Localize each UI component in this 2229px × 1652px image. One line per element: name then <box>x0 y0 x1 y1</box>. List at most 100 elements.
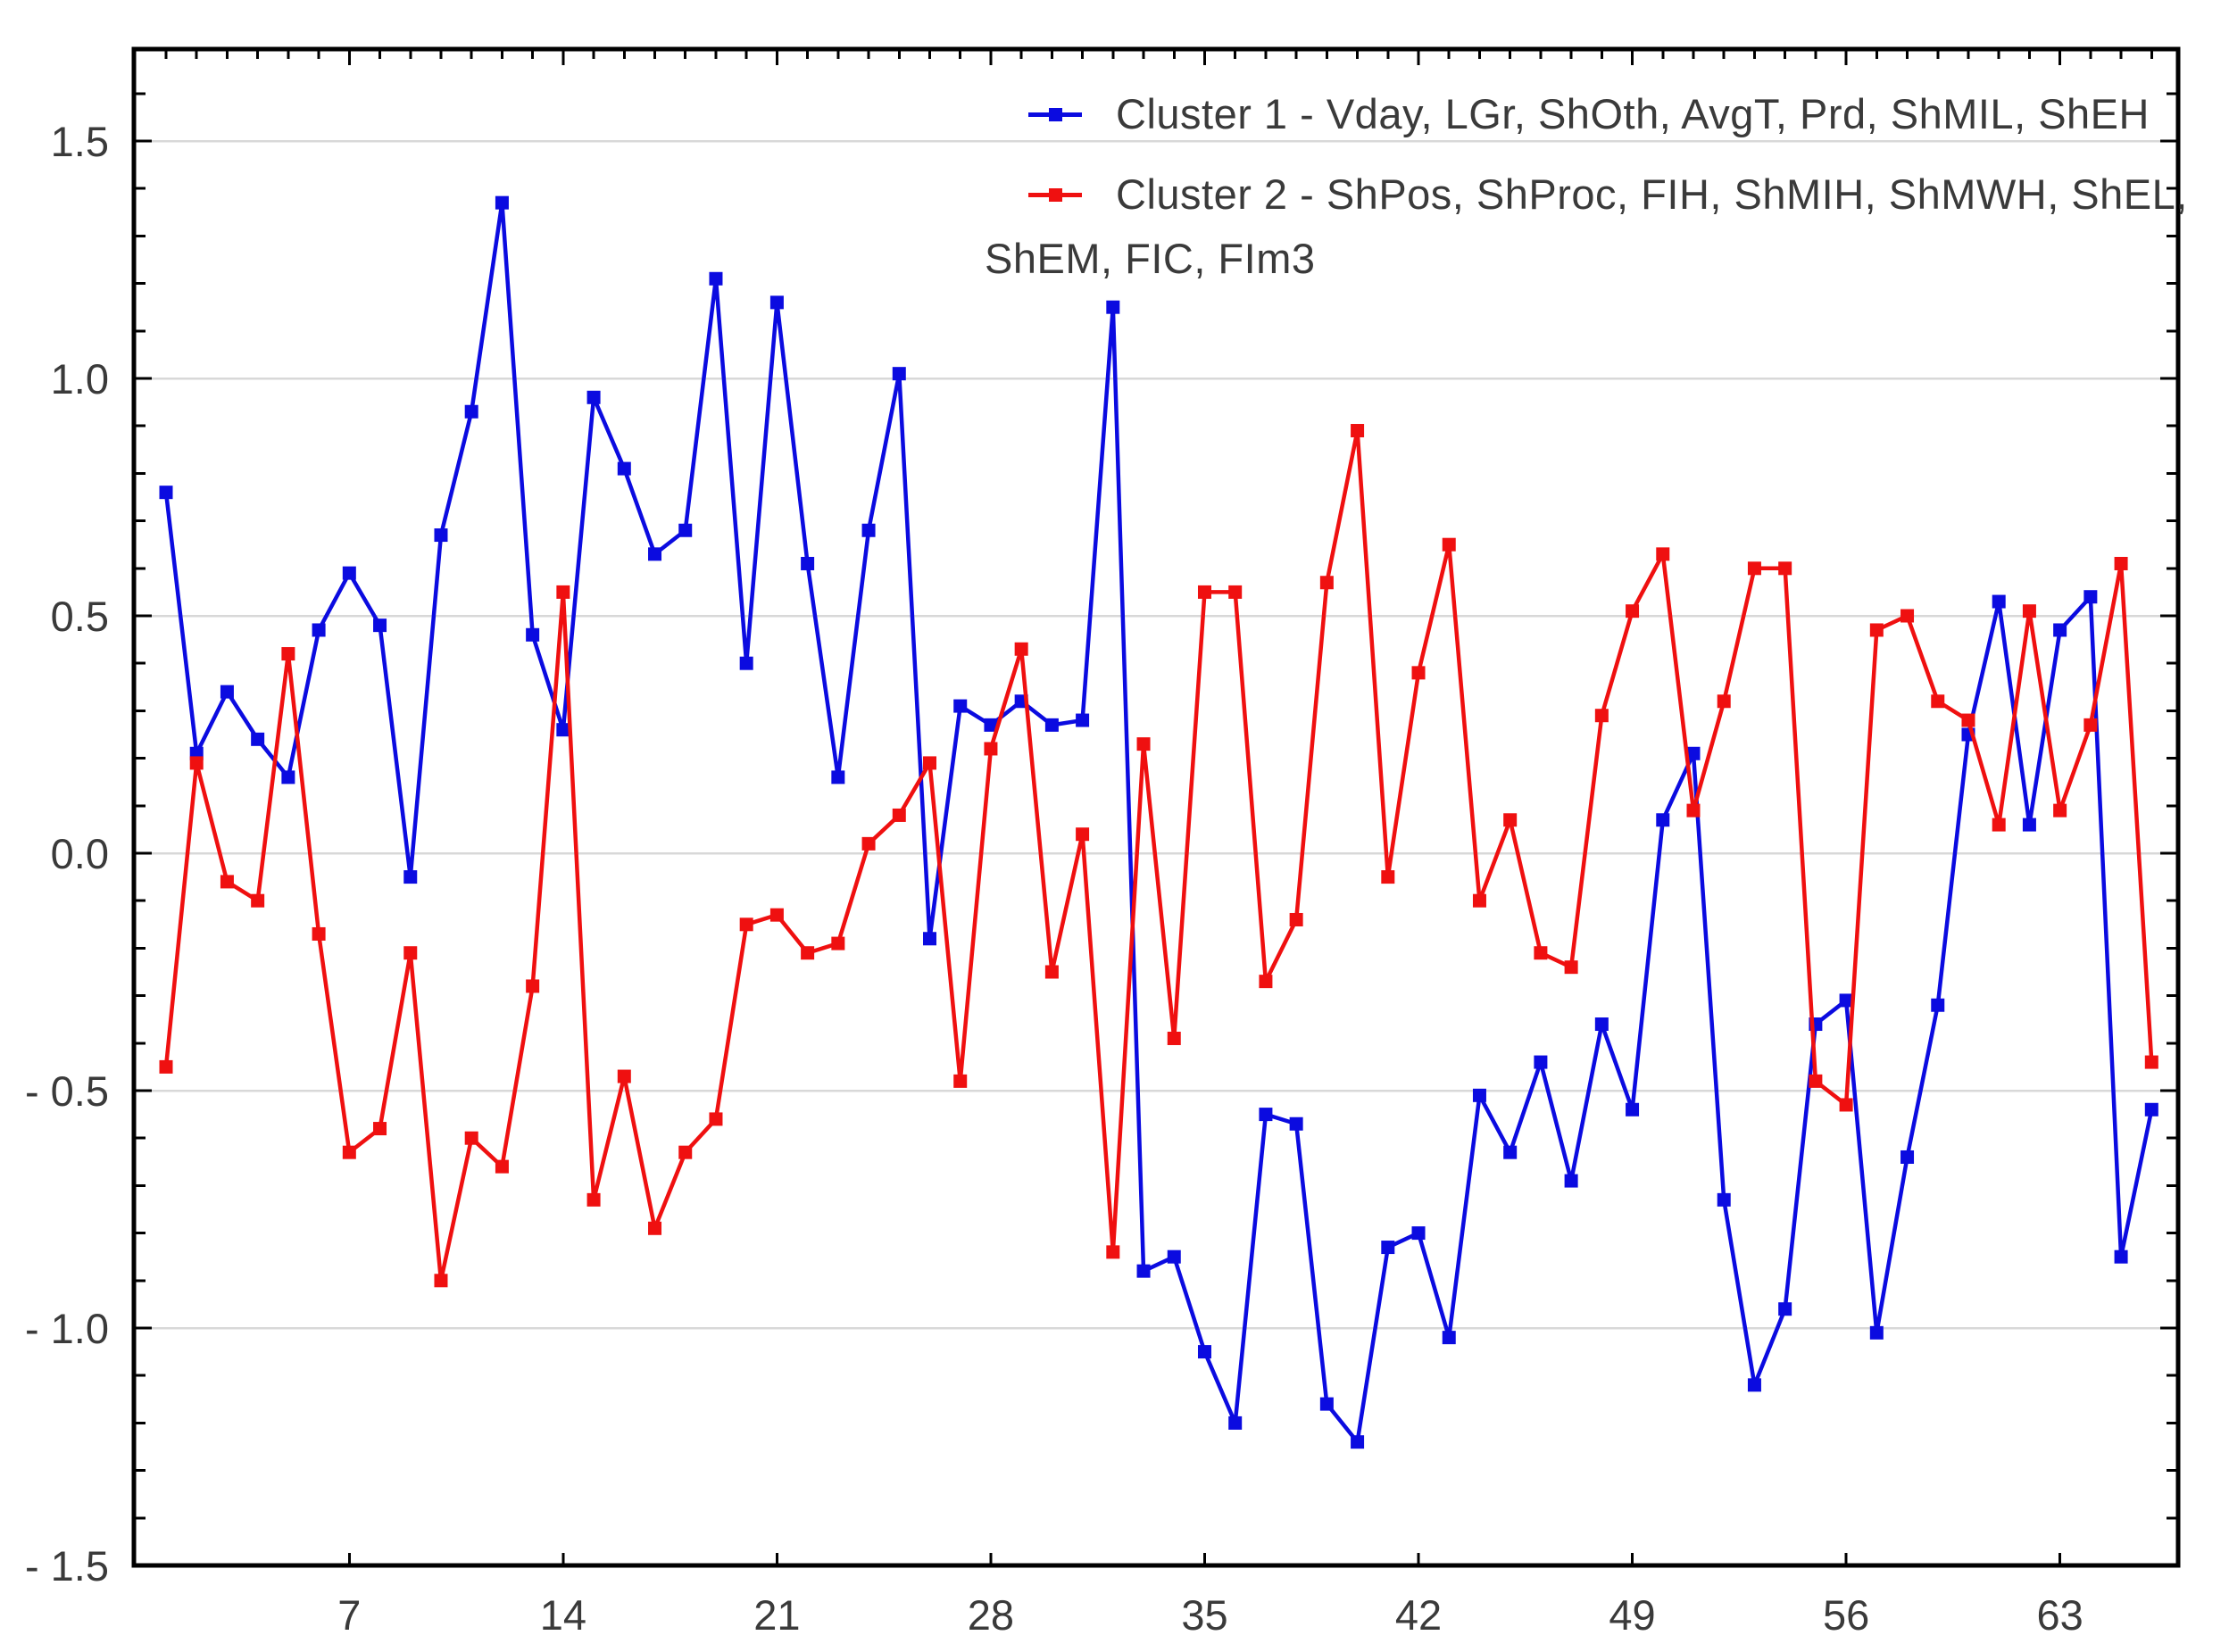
data-point-marker <box>2022 818 2036 832</box>
data-point-marker <box>526 979 540 993</box>
data-point-marker <box>1594 1017 1609 1032</box>
data-point-marker <box>648 547 662 561</box>
data-point-marker <box>342 566 356 580</box>
x-axis-tick-label: 49 <box>1609 1591 1655 1639</box>
data-point-marker <box>1503 813 1518 827</box>
data-point-marker <box>403 870 418 884</box>
y-axis-tick-label: - 0.5 <box>25 1067 109 1115</box>
data-point-marker <box>1686 803 1701 818</box>
data-point-marker <box>281 647 295 661</box>
data-point-marker <box>1626 604 1640 618</box>
data-point-marker <box>1106 300 1120 314</box>
data-point-marker <box>1472 893 1486 908</box>
data-point-marker <box>2144 1055 2158 1069</box>
data-point-marker <box>495 195 509 210</box>
x-axis-tick-label: 7 <box>337 1591 361 1639</box>
data-point-marker <box>342 1145 356 1159</box>
x-axis-tick-label: 63 <box>2036 1591 2083 1639</box>
data-point-marker <box>1503 1145 1518 1159</box>
y-axis-tick-label: 1.5 <box>51 118 109 165</box>
plot-border <box>131 46 2181 1568</box>
data-point-marker <box>923 932 936 946</box>
data-point-marker <box>739 656 753 670</box>
x-axis-tick-label: 35 <box>1181 1591 1227 1639</box>
data-point-marker <box>1931 694 1945 709</box>
data-point-marker <box>2144 1102 2158 1117</box>
data-point-marker <box>2022 604 2036 618</box>
data-point-marker <box>2053 623 2067 637</box>
data-point-marker <box>1136 1264 1151 1278</box>
data-point-marker <box>1626 1102 1640 1117</box>
data-point-marker <box>312 926 326 941</box>
data-point-marker <box>1381 870 1395 884</box>
series-cluster-2 <box>159 424 2158 1288</box>
data-point-marker <box>1869 1325 1884 1340</box>
data-point-marker <box>1442 1331 1456 1345</box>
data-point-marker <box>1656 813 1670 827</box>
data-point-marker <box>769 908 784 922</box>
data-point-marker <box>464 1131 478 1145</box>
data-point-marker <box>373 1122 387 1136</box>
data-point-marker <box>189 756 204 770</box>
data-point-marker <box>1197 1345 1211 1359</box>
data-point-marker <box>556 585 570 599</box>
data-point-marker <box>1076 827 1090 842</box>
data-point-marker <box>1259 1108 1273 1122</box>
data-point-marker <box>1228 1415 1243 1430</box>
data-point-marker <box>403 946 418 960</box>
x-axis-tick-label: 14 <box>540 1591 586 1639</box>
y-axis-tick-label: - 1.0 <box>25 1305 109 1352</box>
data-point-marker <box>1442 537 1456 552</box>
data-point-marker <box>251 893 265 908</box>
data-point-marker <box>281 770 295 784</box>
data-point-marker <box>1289 1117 1303 1131</box>
data-point-marker <box>1351 1435 1365 1449</box>
data-point-marker <box>892 367 906 381</box>
data-point-marker <box>648 1221 662 1235</box>
data-point-marker <box>769 295 784 310</box>
data-point-marker <box>678 523 693 537</box>
data-point-marker <box>1044 965 1059 979</box>
data-point-marker <box>1747 1378 1761 1392</box>
x-axis-tick-label: 21 <box>753 1591 800 1639</box>
data-point-marker <box>953 699 968 713</box>
data-point-marker <box>1869 623 1884 637</box>
data-point-marker <box>984 718 998 732</box>
data-point-marker <box>1594 709 1609 723</box>
data-point-marker <box>1778 561 1792 576</box>
data-point-marker <box>1778 1302 1792 1316</box>
data-point-marker <box>923 756 936 770</box>
data-point-marker <box>892 808 906 822</box>
data-point-marker <box>1564 1174 1578 1188</box>
data-point-marker <box>1411 1226 1426 1241</box>
data-point-marker <box>678 1145 693 1159</box>
data-point-marker <box>1534 1055 1548 1069</box>
data-point-marker <box>2114 556 2128 570</box>
data-point-marker <box>801 556 815 570</box>
x-axis-tick-label: 56 <box>1823 1591 1869 1639</box>
data-point-marker <box>709 1112 723 1126</box>
data-point-marker <box>159 486 173 500</box>
y-axis-tick-label: - 1.5 <box>25 1542 109 1590</box>
data-point-marker <box>1136 737 1151 751</box>
data-point-marker <box>2083 718 2098 732</box>
axes <box>131 46 2181 1568</box>
data-point-marker <box>1259 975 1273 989</box>
data-point-marker <box>1228 585 1243 599</box>
x-axis-tick-label: 28 <box>968 1591 1014 1639</box>
data-point-marker <box>1717 694 1731 709</box>
x-axis-tick-label: 42 <box>1395 1591 1442 1639</box>
data-point-marker <box>1656 547 1670 561</box>
axis-ticks <box>134 49 2178 1565</box>
data-point-marker <box>1167 1249 1181 1264</box>
data-point-marker <box>617 1069 631 1083</box>
data-point-marker <box>861 836 876 851</box>
data-point-marker <box>464 404 478 419</box>
data-point-marker <box>1747 561 1761 576</box>
data-point-marker <box>220 875 234 889</box>
data-point-marker <box>1319 1397 1334 1411</box>
data-point-marker <box>373 618 387 633</box>
data-point-marker <box>1319 576 1334 590</box>
data-point-marker <box>1044 718 1059 732</box>
data-point-marker <box>159 1059 173 1074</box>
